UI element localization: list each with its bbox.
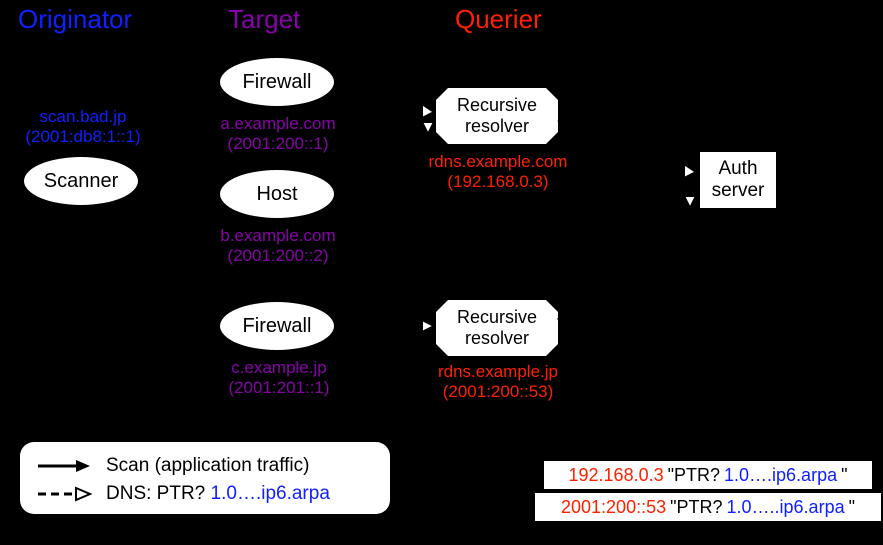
arrows-overlay [0,0,883,545]
